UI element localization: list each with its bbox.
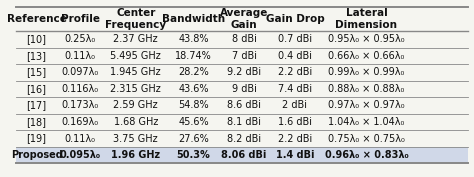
Text: 28.2%: 28.2% bbox=[178, 67, 209, 77]
Text: 1.6 dBi: 1.6 dBi bbox=[278, 117, 312, 127]
Text: 5.495 GHz: 5.495 GHz bbox=[110, 51, 161, 61]
Text: Gain Drop: Gain Drop bbox=[265, 14, 324, 24]
Text: 1.04λ₀ × 1.04λ₀: 1.04λ₀ × 1.04λ₀ bbox=[328, 117, 405, 127]
Text: 0.66λ₀ × 0.66λ₀: 0.66λ₀ × 0.66λ₀ bbox=[328, 51, 405, 61]
Text: 1.96 GHz: 1.96 GHz bbox=[111, 150, 160, 160]
Text: 0.75λ₀ × 0.75λ₀: 0.75λ₀ × 0.75λ₀ bbox=[328, 134, 405, 144]
Text: 0.169λ₀: 0.169λ₀ bbox=[62, 117, 99, 127]
Text: [19]: [19] bbox=[27, 134, 46, 144]
Text: 2.315 GHz: 2.315 GHz bbox=[110, 84, 161, 94]
Text: [18]: [18] bbox=[27, 117, 46, 127]
Text: 2.59 GHz: 2.59 GHz bbox=[113, 101, 158, 110]
Text: 0.11λ₀: 0.11λ₀ bbox=[65, 51, 96, 61]
Text: 7.4 dBi: 7.4 dBi bbox=[278, 84, 312, 94]
Text: 0.97λ₀ × 0.97λ₀: 0.97λ₀ × 0.97λ₀ bbox=[328, 101, 405, 110]
Text: 0.173λ₀: 0.173λ₀ bbox=[62, 101, 99, 110]
Text: [10]: [10] bbox=[27, 34, 46, 44]
Text: Lateral
Dimension: Lateral Dimension bbox=[336, 8, 398, 30]
Text: 8.06 dBi: 8.06 dBi bbox=[221, 150, 267, 160]
Text: [13]: [13] bbox=[27, 51, 46, 61]
Text: 9 dBi: 9 dBi bbox=[232, 84, 256, 94]
Text: Center
Frequency: Center Frequency bbox=[105, 8, 166, 30]
Text: 0.11λ₀: 0.11λ₀ bbox=[65, 134, 96, 144]
Text: 0.88λ₀ × 0.88λ₀: 0.88λ₀ × 0.88λ₀ bbox=[328, 84, 405, 94]
Text: Bandwidth: Bandwidth bbox=[162, 14, 225, 24]
Text: 18.74%: 18.74% bbox=[175, 51, 212, 61]
Text: [15]: [15] bbox=[27, 67, 46, 77]
Text: 1.68 GHz: 1.68 GHz bbox=[114, 117, 158, 127]
Text: 2 dBi: 2 dBi bbox=[283, 101, 308, 110]
Text: 43.6%: 43.6% bbox=[178, 84, 209, 94]
Text: Average
Gain: Average Gain bbox=[220, 8, 268, 30]
Text: Profile: Profile bbox=[61, 14, 100, 24]
Text: 8.1 dBi: 8.1 dBi bbox=[227, 117, 261, 127]
Text: 43.8%: 43.8% bbox=[178, 34, 209, 44]
Text: Proposed: Proposed bbox=[10, 150, 63, 160]
Text: 2.2 dBi: 2.2 dBi bbox=[278, 67, 312, 77]
Text: 27.6%: 27.6% bbox=[178, 134, 209, 144]
Text: 0.7 dBi: 0.7 dBi bbox=[278, 34, 312, 44]
Text: 0.25λ₀: 0.25λ₀ bbox=[65, 34, 96, 44]
Text: 2.2 dBi: 2.2 dBi bbox=[278, 134, 312, 144]
Text: 0.095λ₀: 0.095λ₀ bbox=[60, 150, 101, 160]
Text: 45.6%: 45.6% bbox=[178, 117, 209, 127]
Text: 1.4 dBi: 1.4 dBi bbox=[276, 150, 314, 160]
Text: [16]: [16] bbox=[27, 84, 46, 94]
Text: 8.6 dBi: 8.6 dBi bbox=[227, 101, 261, 110]
Text: 2.37 GHz: 2.37 GHz bbox=[113, 34, 158, 44]
Text: 8.2 dBi: 8.2 dBi bbox=[227, 134, 261, 144]
Bar bbox=[16, 147, 468, 163]
Text: Reference: Reference bbox=[7, 14, 66, 24]
Text: 0.95λ₀ × 0.95λ₀: 0.95λ₀ × 0.95λ₀ bbox=[328, 34, 405, 44]
Text: 9.2 dBi: 9.2 dBi bbox=[227, 67, 261, 77]
Text: 0.4 dBi: 0.4 dBi bbox=[278, 51, 312, 61]
Text: 0.99λ₀ × 0.99λ₀: 0.99λ₀ × 0.99λ₀ bbox=[328, 67, 405, 77]
Text: 50.3%: 50.3% bbox=[176, 150, 210, 160]
Text: 0.097λ₀: 0.097λ₀ bbox=[62, 67, 99, 77]
Text: 7 dBi: 7 dBi bbox=[232, 51, 257, 61]
Text: [17]: [17] bbox=[27, 101, 46, 110]
Text: 0.116λ₀: 0.116λ₀ bbox=[62, 84, 99, 94]
Text: 1.945 GHz: 1.945 GHz bbox=[110, 67, 161, 77]
Text: 0.96λ₀ × 0.83λ₀: 0.96λ₀ × 0.83λ₀ bbox=[325, 150, 408, 160]
Text: 54.8%: 54.8% bbox=[178, 101, 209, 110]
Text: 3.75 GHz: 3.75 GHz bbox=[113, 134, 158, 144]
Text: 8 dBi: 8 dBi bbox=[232, 34, 256, 44]
